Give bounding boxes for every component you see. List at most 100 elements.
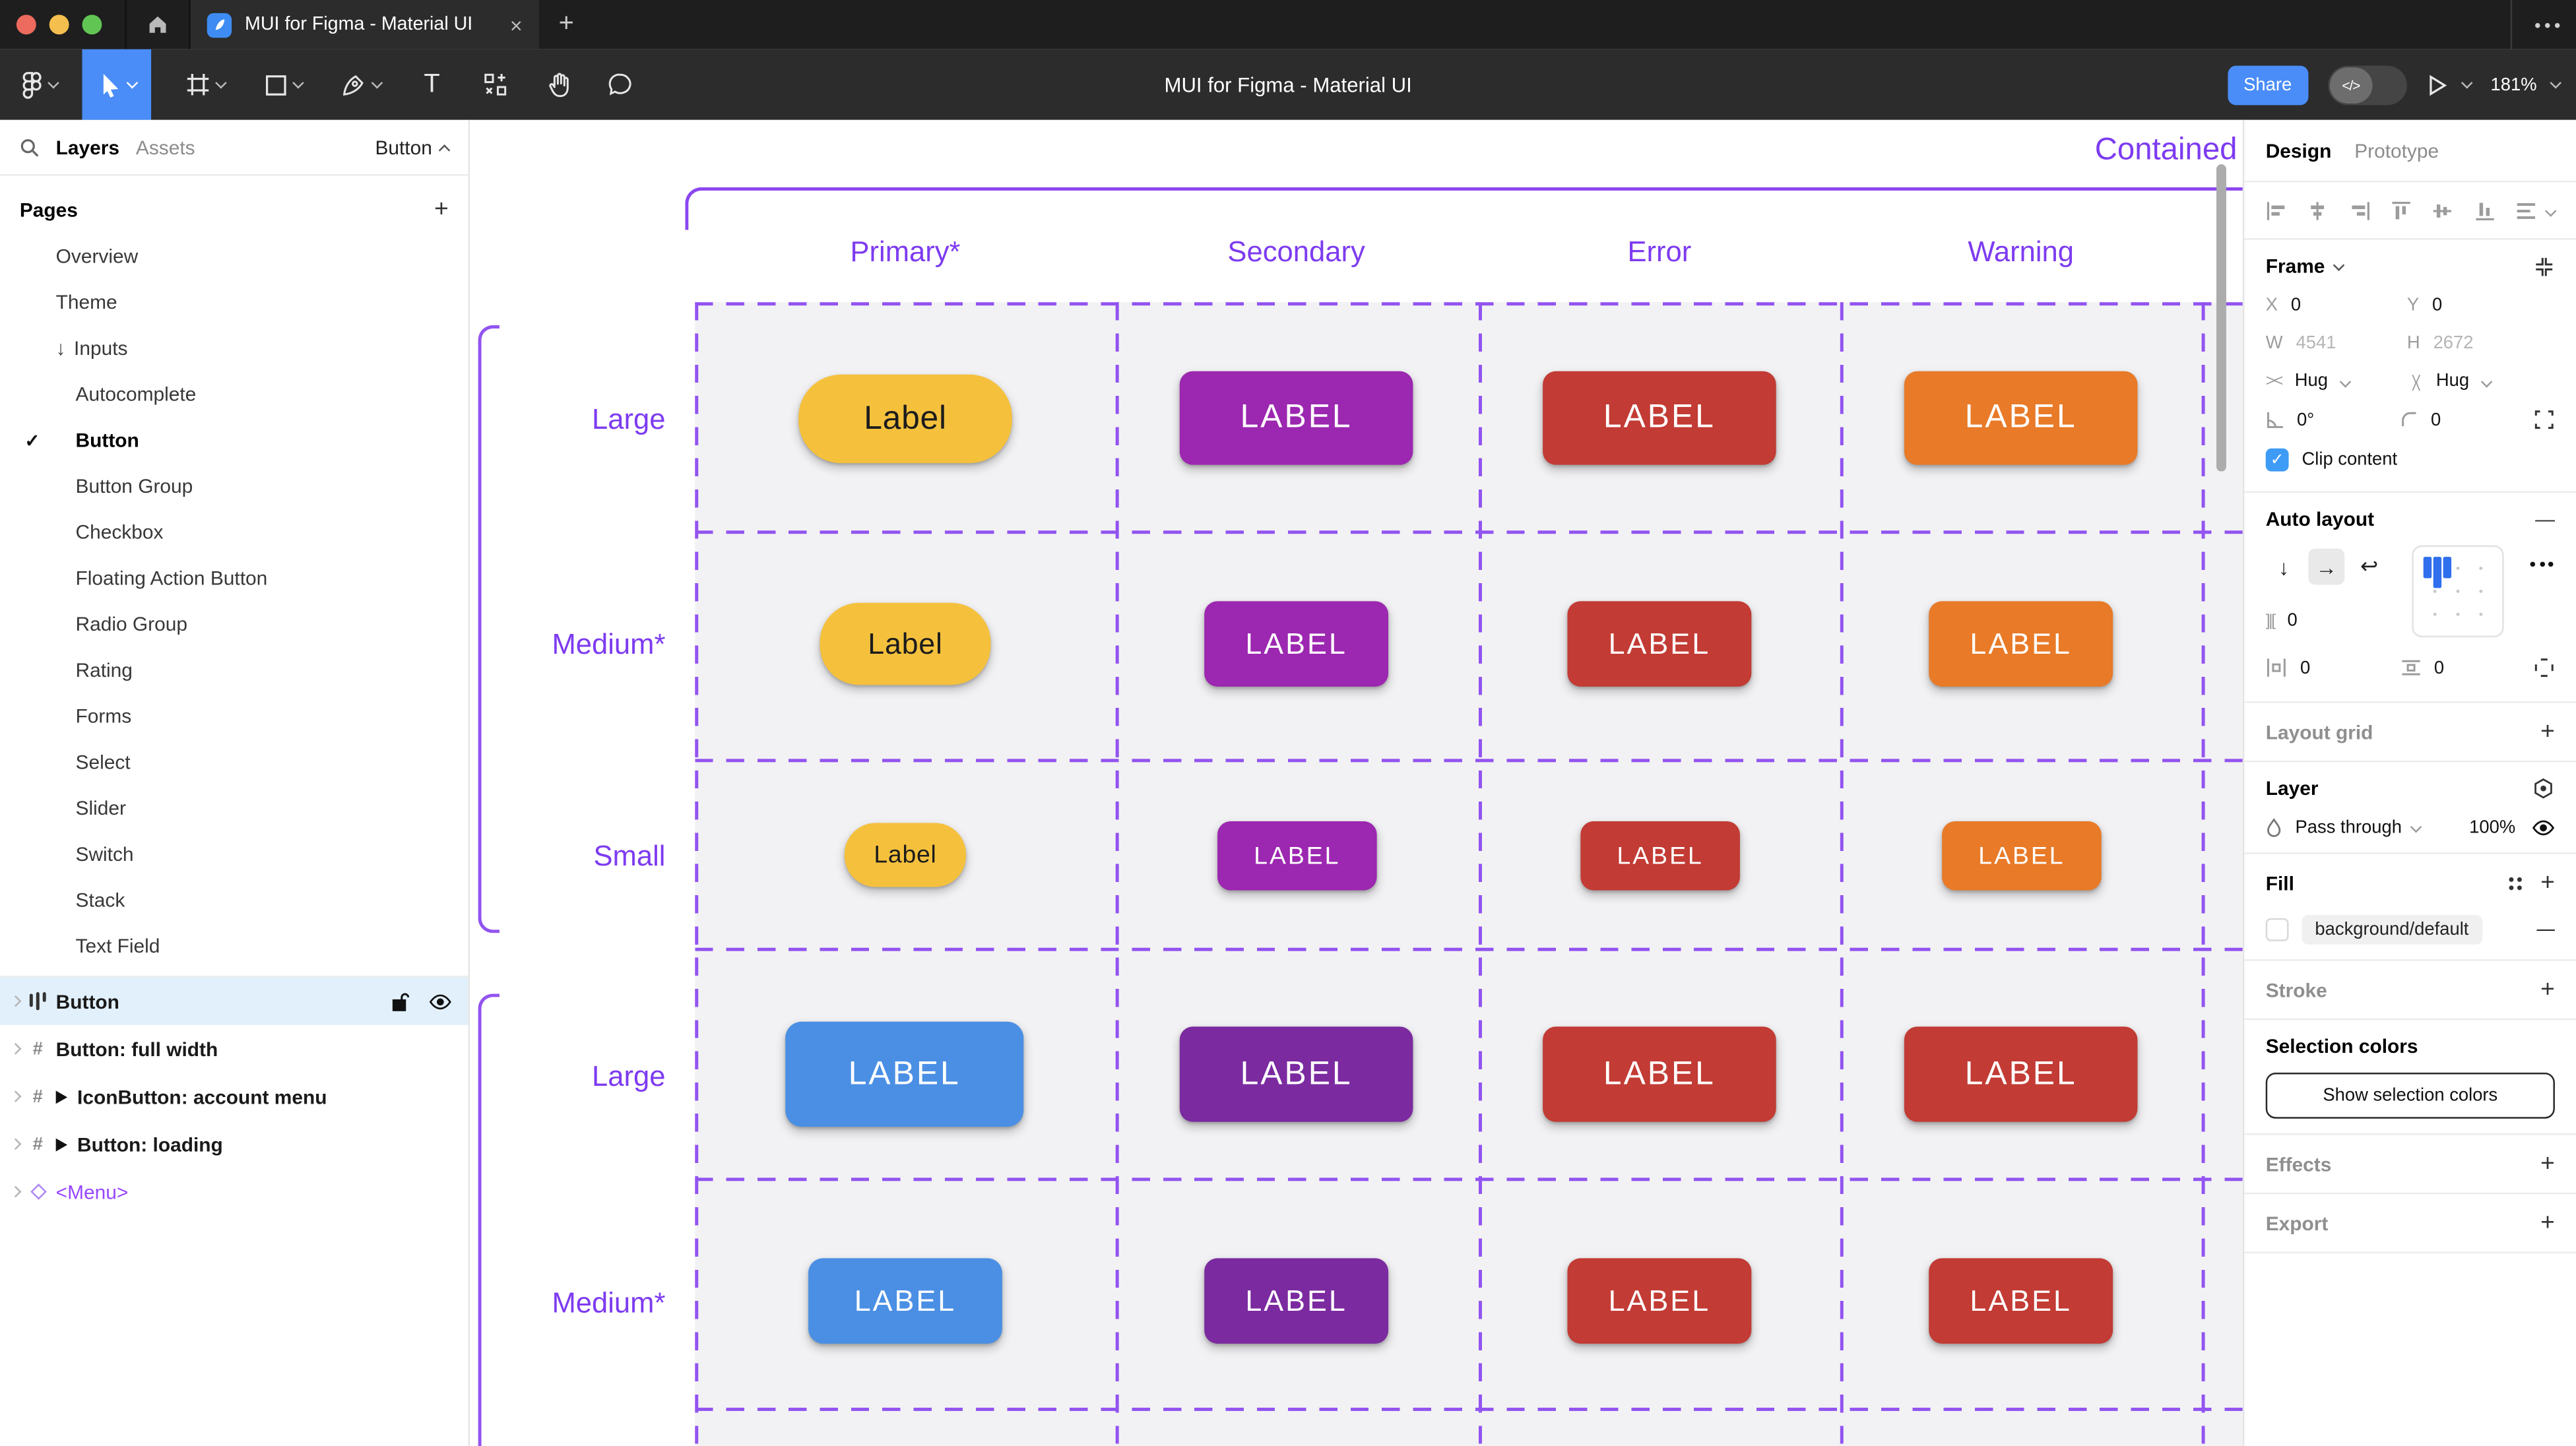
align-top-icon[interactable]	[2391, 200, 2412, 221]
design-button[interactable]: LABEL	[1567, 601, 1751, 686]
page-item-select[interactable]: Select	[0, 739, 468, 786]
fullscreen-window-button[interactable]	[82, 15, 102, 34]
page-item-slider[interactable]: Slider	[0, 785, 468, 831]
page-item-fab[interactable]: Floating Action Button	[0, 555, 468, 602]
zoom-level-dropdown[interactable]: 181%	[2490, 75, 2560, 94]
design-button[interactable]: LABEL	[1543, 371, 1776, 465]
expand-chevron-icon[interactable]	[10, 995, 22, 1007]
page-item-radio-group[interactable]: Radio Group	[0, 601, 468, 647]
add-page-button[interactable]: +	[434, 195, 449, 223]
design-button[interactable]: Label	[798, 375, 1012, 463]
layout-direction-right[interactable]: →	[2308, 549, 2344, 585]
frame-tool-button[interactable]	[174, 49, 237, 120]
comment-tool-button[interactable]	[596, 49, 643, 120]
figma-main-menu-button[interactable]	[10, 49, 69, 120]
tab-assets[interactable]: Assets	[136, 135, 195, 158]
layer-row-menu-instance[interactable]: <Menu>	[0, 1168, 468, 1215]
gap-value[interactable]: 0	[2287, 611, 2297, 631]
actions-tool-button[interactable]	[471, 49, 519, 120]
page-item-button[interactable]: ✓ Button	[0, 417, 468, 463]
design-button[interactable]: LABEL	[1904, 371, 2138, 465]
add-export-button[interactable]: +	[2540, 1209, 2555, 1237]
text-tool-button[interactable]: T	[412, 49, 451, 120]
fill-token-chip[interactable]: background/default	[2302, 915, 2482, 945]
blend-mode-value[interactable]: Pass through	[2296, 818, 2402, 838]
height-value[interactable]: 2672	[2433, 333, 2474, 353]
show-selection-colors-button[interactable]: Show selection colors	[2266, 1073, 2555, 1119]
design-button[interactable]: LABEL	[808, 1258, 1002, 1343]
add-stroke-button[interactable]: +	[2540, 976, 2555, 1003]
x-value[interactable]: 0	[2291, 296, 2301, 315]
fill-styles-icon[interactable]	[2507, 875, 2524, 891]
design-canvas[interactable]: Contained Primary* Secondary Error Warni…	[470, 120, 2243, 1446]
fill-color-swatch[interactable]	[2266, 918, 2289, 941]
align-horizontal-center-icon[interactable]	[2307, 200, 2329, 221]
design-button[interactable]: LABEL	[785, 1022, 1023, 1127]
design-button[interactable]: Label	[845, 823, 966, 887]
vertical-padding-value[interactable]: 0	[2434, 658, 2444, 677]
share-button[interactable]: Share	[2227, 65, 2308, 104]
dev-mode-toggle[interactable]: </>	[2328, 65, 2407, 104]
page-item-rating[interactable]: Rating	[0, 647, 468, 693]
layer-row-iconbutton-account-menu[interactable]: # IconButton: account menu	[0, 1073, 468, 1120]
horizontal-padding-value[interactable]: 0	[2300, 658, 2310, 677]
unlock-icon[interactable]	[391, 991, 409, 1011]
design-button[interactable]: LABEL	[1543, 1026, 1776, 1121]
page-item-forms[interactable]: Forms	[0, 693, 468, 739]
individual-padding-icon[interactable]	[2534, 657, 2555, 678]
design-button[interactable]: LABEL	[1217, 821, 1377, 891]
page-item-autocomplete[interactable]: Autocomplete	[0, 371, 468, 418]
search-icon[interactable]	[20, 137, 40, 157]
design-button[interactable]: Label	[820, 603, 991, 685]
layout-direction-down[interactable]: ↓	[2266, 549, 2302, 585]
page-item-inputs[interactable]: ↓ Inputs	[0, 325, 468, 371]
canvas-scrollbar[interactable]	[2216, 164, 2226, 472]
add-fill-button[interactable]: +	[2540, 869, 2555, 896]
corner-radius-value[interactable]: 0	[2431, 410, 2441, 429]
design-button[interactable]: LABEL	[1942, 821, 2102, 891]
design-button[interactable]: LABEL	[1567, 1258, 1751, 1343]
minimize-window-button[interactable]	[49, 15, 69, 34]
layer-row-button-loading[interactable]: # Button: loading	[0, 1120, 468, 1168]
close-tab-icon[interactable]: ×	[510, 14, 523, 35]
design-button[interactable]: LABEL	[1180, 1026, 1413, 1121]
design-button[interactable]: LABEL	[1580, 821, 1740, 891]
shape-tool-button[interactable]	[253, 49, 313, 120]
page-item-text-field[interactable]: Text Field	[0, 923, 468, 969]
hug-horizontal-value[interactable]: Hug	[2295, 371, 2328, 391]
design-button[interactable]: LABEL	[1904, 1026, 2138, 1121]
independent-corners-icon[interactable]	[2534, 409, 2555, 430]
design-button[interactable]: LABEL	[1929, 1258, 2113, 1343]
pen-tool-button[interactable]	[330, 49, 393, 120]
add-effect-button[interactable]: +	[2540, 1150, 2555, 1178]
new-tab-button[interactable]: +	[559, 10, 574, 40]
frame-label[interactable]: Contained	[2095, 133, 2238, 170]
add-layout-grid-button[interactable]: +	[2540, 718, 2555, 745]
tab-prototype[interactable]: Prototype	[2354, 140, 2439, 163]
layer-visibility-eye-icon[interactable]	[2532, 820, 2555, 836]
layer-styles-icon[interactable]	[2532, 777, 2555, 800]
clip-content-checkbox[interactable]: ✓	[2266, 449, 2289, 472]
y-value[interactable]: 0	[2432, 296, 2442, 315]
align-bottom-icon[interactable]	[2474, 200, 2495, 221]
window-controls[interactable]	[0, 15, 125, 34]
remove-fill-button[interactable]: —	[2537, 920, 2555, 939]
design-button[interactable]: LABEL	[1204, 601, 1388, 686]
page-item-switch[interactable]: Switch	[0, 831, 468, 877]
move-tool-button[interactable]	[82, 49, 152, 120]
width-value[interactable]: 4541	[2296, 333, 2336, 353]
alignment-widget[interactable]	[2412, 546, 2503, 637]
rotation-value[interactable]: 0°	[2297, 410, 2314, 429]
design-button[interactable]: LABEL	[1929, 601, 2113, 686]
page-item-overview[interactable]: Overview	[0, 234, 468, 280]
align-right-icon[interactable]	[2349, 200, 2370, 221]
page-item-checkbox[interactable]: Checkbox	[0, 509, 468, 555]
tab-overflow-menu[interactable]	[2511, 0, 2560, 49]
close-window-button[interactable]	[16, 15, 36, 34]
align-vertical-center-icon[interactable]	[2432, 200, 2453, 221]
present-button[interactable]	[2426, 73, 2470, 96]
auto-layout-options-icon[interactable]	[2530, 562, 2554, 567]
file-tab[interactable]: MUI for Figma - Material UI ×	[191, 0, 539, 49]
align-left-icon[interactable]	[2266, 200, 2287, 221]
page-item-stack[interactable]: Stack	[0, 877, 468, 924]
